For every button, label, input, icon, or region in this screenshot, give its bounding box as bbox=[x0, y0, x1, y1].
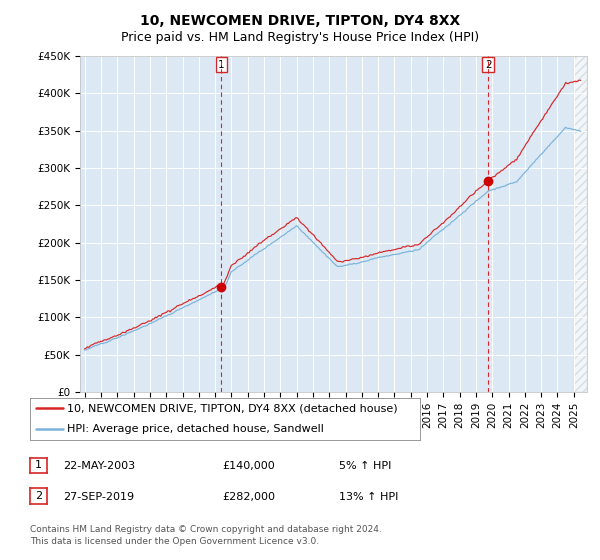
Text: 10, NEWCOMEN DRIVE, TIPTON, DY4 8XX (detached house): 10, NEWCOMEN DRIVE, TIPTON, DY4 8XX (det… bbox=[67, 403, 398, 413]
Text: HPI: Average price, detached house, Sandwell: HPI: Average price, detached house, Sand… bbox=[67, 424, 324, 434]
Text: 5% ↑ HPI: 5% ↑ HPI bbox=[339, 461, 391, 471]
Text: 27-SEP-2019: 27-SEP-2019 bbox=[63, 492, 134, 502]
Text: 10, NEWCOMEN DRIVE, TIPTON, DY4 8XX: 10, NEWCOMEN DRIVE, TIPTON, DY4 8XX bbox=[140, 14, 460, 28]
Text: 13% ↑ HPI: 13% ↑ HPI bbox=[339, 492, 398, 502]
Text: £282,000: £282,000 bbox=[222, 492, 275, 502]
Text: Price paid vs. HM Land Registry's House Price Index (HPI): Price paid vs. HM Land Registry's House … bbox=[121, 31, 479, 44]
Text: 1: 1 bbox=[218, 60, 225, 70]
Text: 2: 2 bbox=[485, 60, 491, 70]
Text: Contains HM Land Registry data © Crown copyright and database right 2024.
This d: Contains HM Land Registry data © Crown c… bbox=[30, 525, 382, 546]
Text: 1: 1 bbox=[35, 460, 42, 470]
Text: 2: 2 bbox=[35, 491, 42, 501]
Text: £140,000: £140,000 bbox=[222, 461, 275, 471]
Text: 22-MAY-2003: 22-MAY-2003 bbox=[63, 461, 135, 471]
